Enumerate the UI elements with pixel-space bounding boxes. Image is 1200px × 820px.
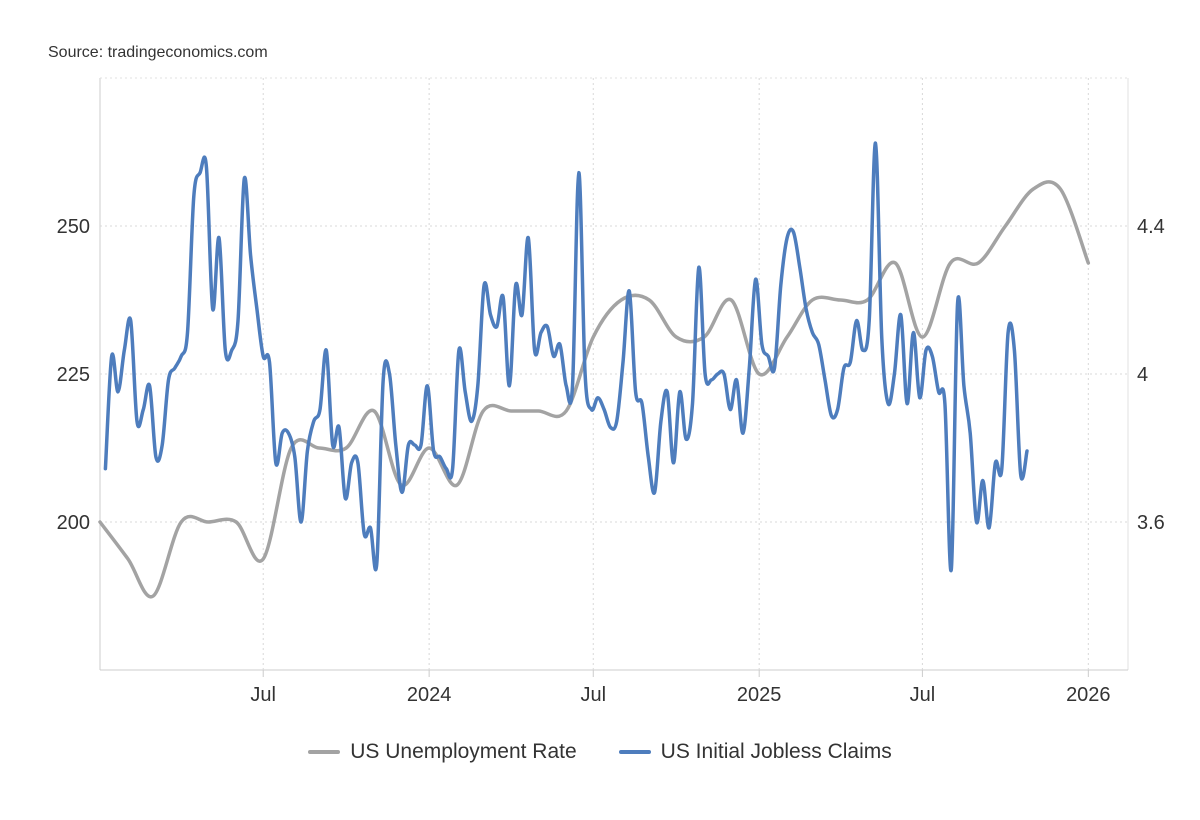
legend-swatch-jobless-claims (618, 750, 651, 754)
x-tick-label: 2025 (737, 684, 782, 706)
legend-swatch-unemployment (308, 750, 341, 754)
x-tick-label: Jul (580, 684, 606, 706)
series-line-initial-jobless-claims (103, 141, 1029, 573)
y-right-tick-label: 4 (1137, 364, 1148, 386)
y-right-tick-label: 3.6 (1137, 512, 1165, 534)
legend-label-jobless-claims: US Initial Jobless Claims (660, 740, 892, 763)
source-label: Source: tradingeconomics.com (48, 44, 268, 61)
x-tick-label: 2024 (407, 684, 452, 706)
x-tick-label: Jul (250, 684, 276, 706)
x-tick-label: 2026 (1066, 684, 1111, 706)
chart-plot: 200 225 250 3.6 4 4.4 Jul 2024 Jul 2025 Jul 2026 (57, 77, 1165, 706)
y-left-tick-label: 250 (57, 216, 90, 238)
legend-label-unemployment: US Unemployment Rate (350, 740, 577, 763)
y-left-tick-label: 200 (57, 512, 90, 534)
x-tick-label: Jul (910, 684, 936, 706)
legend: US Unemployment Rate US Initial Jobless … (0, 740, 1200, 764)
legend-item-jobless-claims[interactable]: US Initial Jobless Claims (618, 740, 892, 764)
y-left-tick-label: 225 (57, 364, 90, 386)
series-line-unemployment-rate (98, 180, 1091, 599)
legend-item-unemployment[interactable]: US Unemployment Rate (308, 740, 577, 764)
y-right-tick-label: 4.4 (1137, 216, 1165, 238)
